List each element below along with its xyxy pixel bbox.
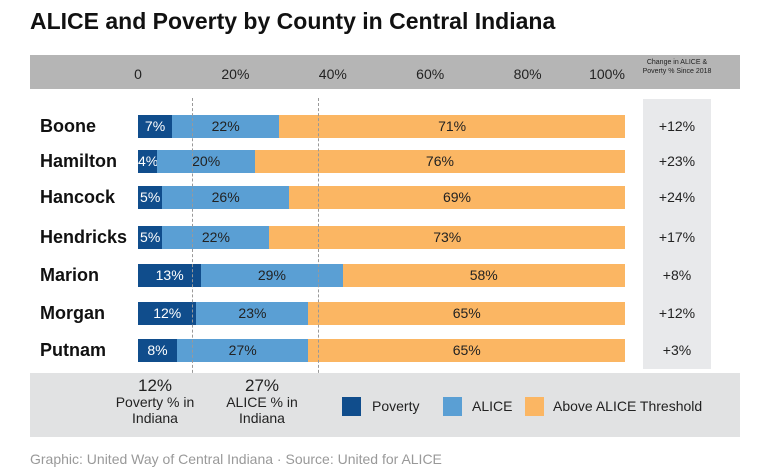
county-label: Marion xyxy=(40,265,100,285)
reference-line xyxy=(191,98,193,388)
alice-bar: 20% xyxy=(157,150,255,173)
tick-label: 60% xyxy=(416,66,445,82)
change-value: +24% xyxy=(658,189,696,205)
change-value: +17% xyxy=(658,229,696,245)
pov-bar: 8% xyxy=(138,339,177,362)
alice-reference-caption: ALICE % in Indiana xyxy=(226,394,298,426)
axis-header-bar xyxy=(30,55,740,89)
pov-bar: 5% xyxy=(138,186,163,209)
above-bar: 65% xyxy=(308,339,625,362)
above-bar: 73% xyxy=(269,226,625,249)
reference-line xyxy=(318,98,320,388)
alice-bar: 26% xyxy=(162,186,289,209)
tick-label: 100% xyxy=(589,66,625,82)
pov-bar: 12% xyxy=(138,302,197,325)
tick-label: 40% xyxy=(318,66,347,82)
change-column xyxy=(643,99,711,369)
county-row: Hamilton 4% 20% 76% +23% xyxy=(0,149,774,173)
poverty-reference-caption: Poverty % in Indiana xyxy=(115,394,195,426)
legend-area xyxy=(30,373,740,437)
county-row: Morgan 12% 23% 65% +12% xyxy=(0,301,774,325)
county-label: Boone xyxy=(40,116,96,136)
legend-label: Poverty xyxy=(372,398,420,414)
alice-reference: 27% ALICE % in Indiana xyxy=(222,376,302,426)
legend-swatch xyxy=(443,397,462,416)
pov-bar: 5% xyxy=(138,226,163,249)
alice-bar: 22% xyxy=(172,115,280,138)
alice-bar: 22% xyxy=(162,226,270,249)
change-value: +12% xyxy=(658,118,696,134)
above-bar: 69% xyxy=(288,186,625,209)
county-row: Hendricks 5% 22% 73% +17% xyxy=(0,225,774,249)
county-row: Marion 13% 29% 58% +8% xyxy=(0,263,774,287)
county-label: Putnam xyxy=(40,340,107,360)
source-note: Graphic: United Way of Central Indiana ·… xyxy=(30,451,442,467)
above-bar: 76% xyxy=(254,150,625,173)
pov-bar: 13% xyxy=(138,264,202,287)
change-value: +23% xyxy=(658,153,696,169)
above-bar: 58% xyxy=(342,264,625,287)
change-value: +8% xyxy=(662,267,692,283)
poverty-reference: 12% Poverty % in Indiana xyxy=(115,376,195,426)
tick-label: 20% xyxy=(221,66,250,82)
alice-bar: 23% xyxy=(196,302,309,325)
change-header: Change in ALICE & Poverty % Since 2018 xyxy=(642,59,712,75)
above-bar: 71% xyxy=(279,115,625,138)
pov-bar: 7% xyxy=(138,115,173,138)
chart-title: ALICE and Poverty by County in Central I… xyxy=(30,8,556,34)
county-label: Hamilton xyxy=(40,151,118,171)
tick-label: 80% xyxy=(513,66,542,82)
alice-bar: 27% xyxy=(176,339,309,362)
change-value: +12% xyxy=(658,305,696,321)
legend-swatch xyxy=(525,397,544,416)
county-row: Boone 7% 22% 71% +12% xyxy=(0,114,774,138)
alice-reference-value: 27% xyxy=(244,376,280,395)
county-row: Putnam 8% 27% 65% +3% xyxy=(0,338,774,362)
county-label: Hancock xyxy=(40,187,116,207)
pov-bar: 4% xyxy=(138,150,158,173)
county-label: Morgan xyxy=(40,303,105,323)
county-label: Hendricks xyxy=(40,227,128,247)
poverty-reference-value: 12% xyxy=(137,376,173,395)
tick-label: 0 xyxy=(134,66,142,82)
change-value: +3% xyxy=(662,342,692,358)
legend-label: Above ALICE Threshold xyxy=(553,398,703,414)
legend-label: ALICE xyxy=(472,398,513,414)
above-bar: 65% xyxy=(308,302,625,325)
county-row: Hancock 5% 26% 69% +24% xyxy=(0,185,774,209)
legend-swatch xyxy=(342,397,361,416)
alice-bar: 29% xyxy=(201,264,343,287)
